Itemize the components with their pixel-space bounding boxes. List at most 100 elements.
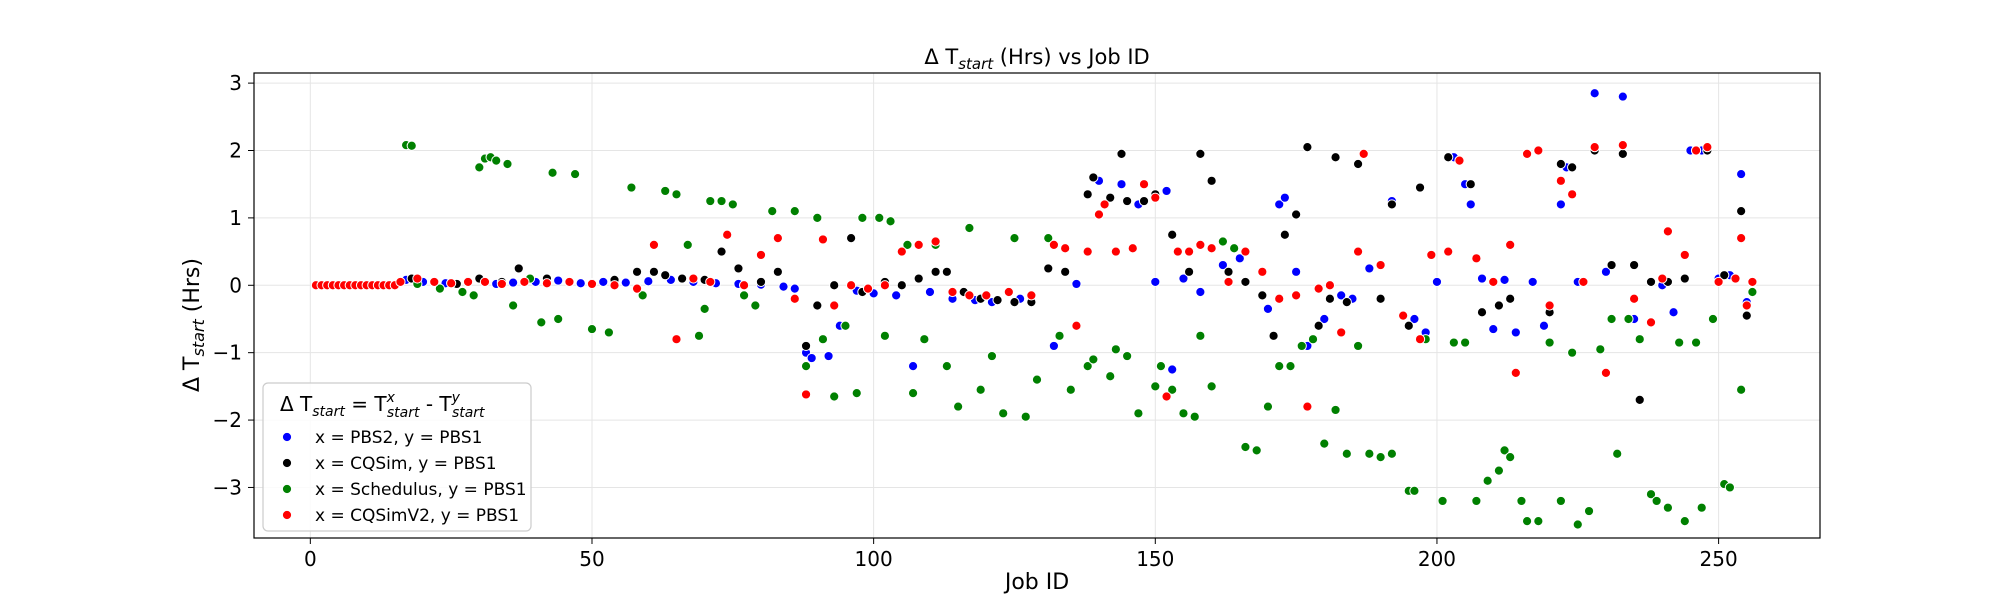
legend-marker xyxy=(281,509,293,521)
data-point xyxy=(1364,263,1375,274)
data-point xyxy=(1229,243,1240,254)
legend-marker xyxy=(281,483,293,495)
data-point xyxy=(800,389,812,400)
data-point xyxy=(857,212,868,223)
data-point xyxy=(1189,411,1200,422)
data-point xyxy=(1651,495,1662,507)
legend-title-sub3: start xyxy=(452,405,485,421)
data-point xyxy=(1516,495,1527,507)
data-point xyxy=(1307,334,1319,345)
data-point xyxy=(682,239,693,250)
data-point xyxy=(1274,199,1285,210)
legend-label: x = CQSimV2, y = PBS1 xyxy=(315,506,519,526)
data-point xyxy=(800,340,812,352)
data-point xyxy=(1482,475,1493,486)
data-point xyxy=(1352,340,1364,352)
data-point xyxy=(1167,229,1178,240)
data-point xyxy=(1065,384,1076,395)
data-point xyxy=(1330,152,1341,163)
data-point xyxy=(1183,266,1195,277)
data-point xyxy=(1352,158,1364,170)
data-point xyxy=(1206,243,1217,254)
data-point xyxy=(1736,384,1747,395)
data-point xyxy=(1375,259,1386,271)
data-point xyxy=(1375,293,1386,304)
data-point xyxy=(1465,199,1476,210)
data-point xyxy=(519,276,530,288)
data-point xyxy=(434,283,445,294)
data-point xyxy=(772,233,783,244)
data-point xyxy=(462,276,474,288)
data-point xyxy=(1521,148,1533,159)
data-point xyxy=(1116,148,1127,159)
data-point xyxy=(738,290,750,301)
data-point xyxy=(1279,192,1290,203)
data-point xyxy=(1668,307,1679,318)
data-point xyxy=(637,290,648,301)
data-point xyxy=(975,384,986,395)
data-point xyxy=(913,273,924,284)
data-point xyxy=(964,222,975,234)
data-point xyxy=(1719,270,1730,281)
data-point xyxy=(705,195,716,207)
legend-label: x = CQSim, y = PBS1 xyxy=(315,454,497,474)
data-point xyxy=(569,168,581,180)
data-point xyxy=(508,300,519,311)
data-point xyxy=(1071,320,1082,331)
data-point xyxy=(631,283,643,294)
data-point xyxy=(941,266,952,277)
legend-title-s1: start xyxy=(312,404,345,420)
data-point xyxy=(1161,391,1172,402)
data-point xyxy=(1099,199,1110,210)
legend-title-sub2: start xyxy=(387,405,420,421)
data-point xyxy=(1172,246,1183,257)
data-point xyxy=(851,388,862,399)
data-point xyxy=(1274,361,1285,372)
data-point xyxy=(1567,189,1578,200)
data-point xyxy=(1471,495,1482,507)
data-point xyxy=(1026,290,1037,301)
data-point xyxy=(874,212,885,223)
data-point xyxy=(1088,172,1099,183)
data-point xyxy=(1358,148,1369,159)
data-point xyxy=(1471,253,1482,264)
data-point xyxy=(1679,249,1690,261)
data-point xyxy=(693,330,705,341)
data-point xyxy=(1155,361,1167,372)
data-point xyxy=(671,189,682,200)
data-point xyxy=(631,266,643,277)
data-point xyxy=(891,290,902,301)
data-point xyxy=(626,182,637,193)
data-point xyxy=(1707,313,1719,325)
data-point xyxy=(812,212,823,223)
data-point xyxy=(1060,243,1071,254)
data-point xyxy=(1285,361,1296,372)
data-point xyxy=(772,266,783,277)
data-point xyxy=(1617,91,1628,102)
data-point xyxy=(750,300,761,311)
data-point xyxy=(1493,300,1505,311)
data-point xyxy=(1600,266,1612,277)
data-point xyxy=(1031,374,1043,385)
data-point xyxy=(609,280,620,291)
data-point xyxy=(1476,273,1488,284)
data-point xyxy=(1589,88,1600,99)
data-point xyxy=(1538,320,1550,331)
data-point xyxy=(1505,239,1516,250)
data-point xyxy=(1645,489,1657,500)
data-point xyxy=(1736,206,1747,217)
data-point xyxy=(1291,209,1302,220)
series-1 xyxy=(406,142,1752,405)
data-point xyxy=(1747,286,1758,298)
data-point xyxy=(1071,278,1082,290)
data-point xyxy=(1578,276,1589,288)
data-point xyxy=(479,276,491,288)
data-point xyxy=(800,361,812,372)
data-point xyxy=(1617,140,1628,151)
data-point xyxy=(1386,448,1397,459)
data-point xyxy=(1150,276,1161,288)
data-point xyxy=(1629,259,1640,271)
data-point xyxy=(823,350,834,362)
data-point xyxy=(727,199,738,210)
